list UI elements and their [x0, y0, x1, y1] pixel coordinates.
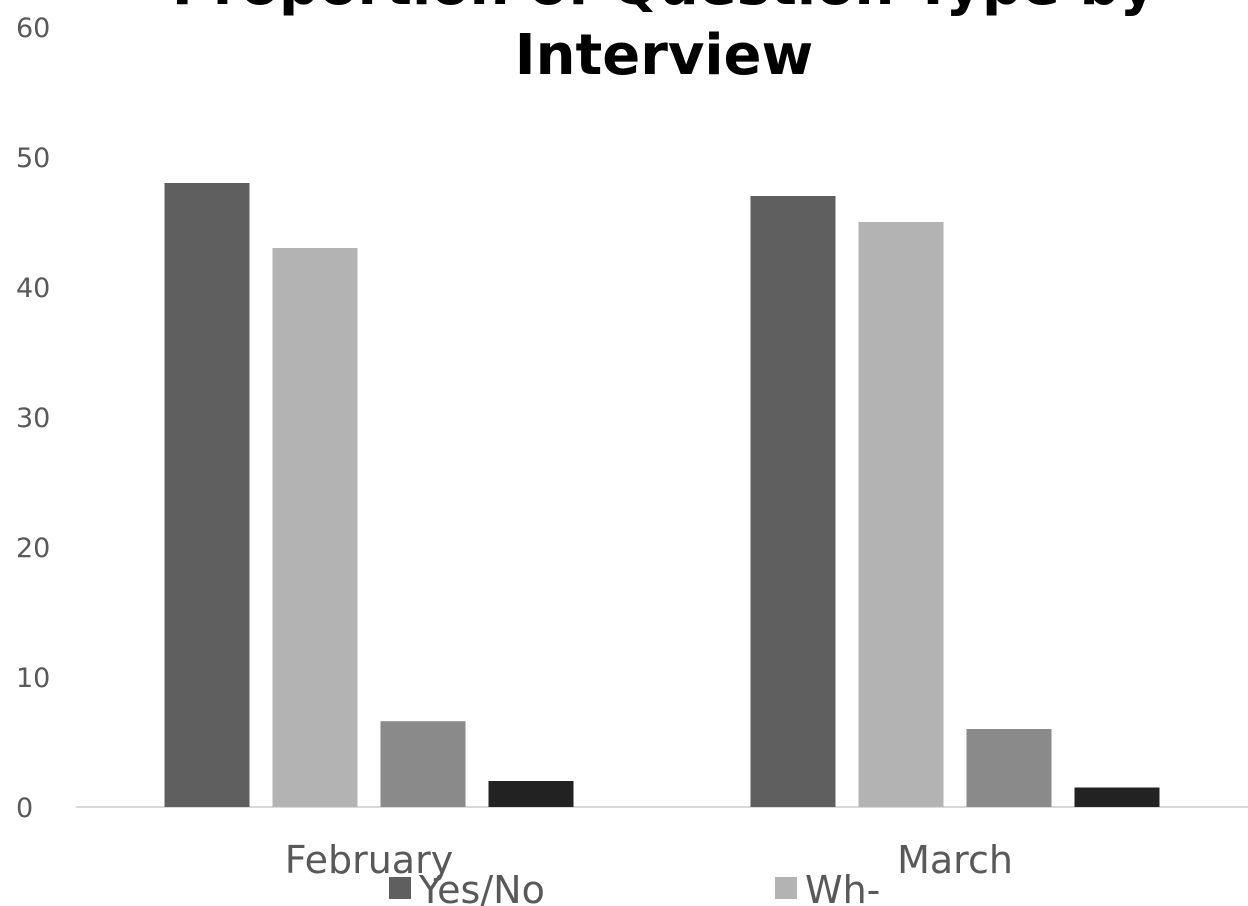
y-tick-label: 50 — [16, 143, 50, 174]
y-tick-label: 60 — [16, 13, 50, 44]
legend-swatch — [389, 877, 411, 899]
legend-swatch — [775, 877, 797, 899]
bar — [488, 781, 574, 807]
bar — [750, 196, 836, 807]
bar — [858, 222, 944, 807]
x-axis: February March — [285, 838, 1013, 882]
bar — [966, 729, 1052, 807]
chart-title-line: Interview — [515, 23, 813, 88]
y-tick-label: 40 — [16, 273, 50, 304]
legend-label: Yes/No — [418, 868, 545, 906]
y-tick-label: 0 — [16, 793, 33, 824]
bar — [1074, 787, 1160, 807]
bar — [380, 721, 466, 807]
legend-label: Wh- — [805, 868, 880, 906]
y-axis: 0 10 20 30 40 50 60 — [16, 13, 50, 824]
bar — [272, 248, 358, 807]
chart-title: Proportion of Question Type by Interview — [172, 0, 1156, 88]
bar — [164, 183, 250, 807]
y-tick-label: 30 — [16, 403, 50, 434]
legend: Yes/No Wh- — [389, 868, 880, 906]
y-tick-label: 20 — [16, 533, 50, 564]
x-category-label: March — [897, 838, 1013, 882]
y-tick-label: 10 — [16, 663, 50, 694]
x-category-label: February — [285, 838, 453, 882]
chart-title-line: Proportion of Question Type by — [172, 0, 1156, 18]
bars — [164, 183, 1160, 807]
